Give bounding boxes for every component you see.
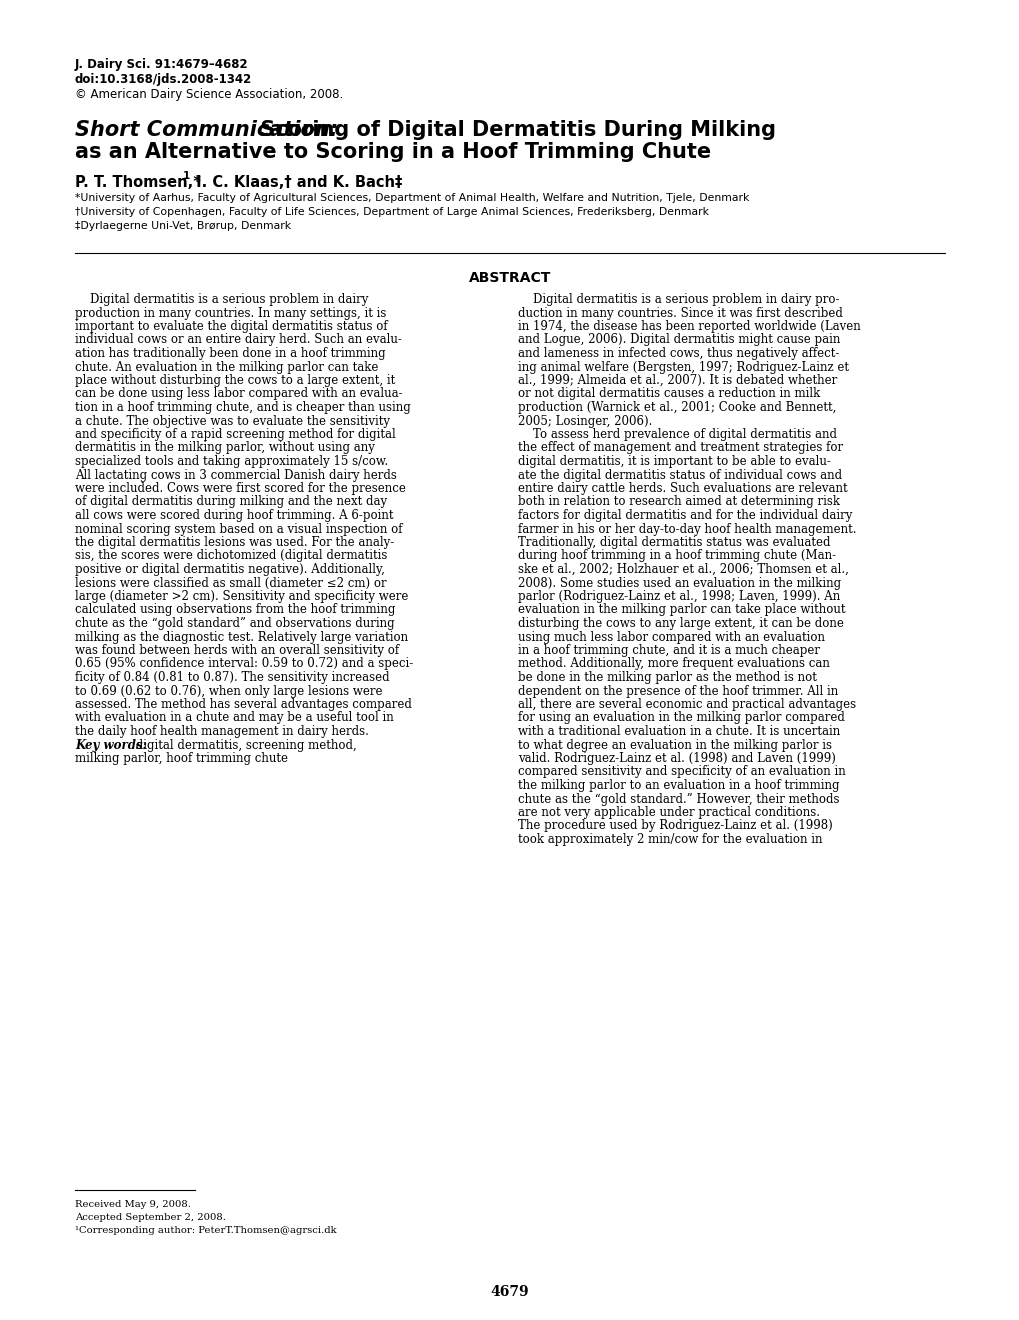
Text: chute as the “gold standard.” However, their methods: chute as the “gold standard.” However, t… xyxy=(518,792,839,805)
Text: be done in the milking parlor as the method is not: be done in the milking parlor as the met… xyxy=(518,671,816,684)
Text: the milking parlor to an evaluation in a hoof trimming: the milking parlor to an evaluation in a… xyxy=(518,779,839,792)
Text: doi:10.3168/jds.2008-1342: doi:10.3168/jds.2008-1342 xyxy=(75,73,252,86)
Text: positive or digital dermatitis negative). Additionally,: positive or digital dermatitis negative)… xyxy=(75,564,384,576)
Text: 1: 1 xyxy=(182,172,191,181)
Text: of digital dermatitis during milking and the next day: of digital dermatitis during milking and… xyxy=(75,495,387,508)
Text: ation has traditionally been done in a hoof trimming: ation has traditionally been done in a h… xyxy=(75,347,385,360)
Text: ficity of 0.84 (0.81 to 0.87). The sensitivity increased: ficity of 0.84 (0.81 to 0.87). The sensi… xyxy=(75,671,389,684)
Text: 2005; Losinger, 2006).: 2005; Losinger, 2006). xyxy=(518,414,652,428)
Text: production in many countries. In many settings, it is: production in many countries. In many se… xyxy=(75,306,386,319)
Text: dermatitis in the milking parlor, without using any: dermatitis in the milking parlor, withou… xyxy=(75,441,375,454)
Text: dependent on the presence of the hoof trimmer. All in: dependent on the presence of the hoof tr… xyxy=(518,685,838,697)
Text: chute as the “gold standard” and observations during: chute as the “gold standard” and observa… xyxy=(75,616,394,630)
Text: chute. An evaluation in the milking parlor can take: chute. An evaluation in the milking parl… xyxy=(75,360,378,374)
Text: Digital dermatitis is a serious problem in dairy pro-: Digital dermatitis is a serious problem … xyxy=(518,293,839,306)
Text: to 0.69 (0.62 to 0.76), when only large lesions were: to 0.69 (0.62 to 0.76), when only large … xyxy=(75,685,382,697)
Text: in 1974, the disease has been reported worldwide (Laven: in 1974, the disease has been reported w… xyxy=(518,319,860,333)
Text: a chute. The objective was to evaluate the sensitivity: a chute. The objective was to evaluate t… xyxy=(75,414,389,428)
Text: The procedure used by Rodriguez-Lainz et al. (1998): The procedure used by Rodriguez-Lainz et… xyxy=(518,820,832,833)
Text: both in relation to research aimed at determining risk: both in relation to research aimed at de… xyxy=(518,495,840,508)
Text: Digital dermatitis is a serious problem in dairy: Digital dermatitis is a serious problem … xyxy=(75,293,368,306)
Text: the effect of management and treatment strategies for: the effect of management and treatment s… xyxy=(518,441,843,454)
Text: using much less labor compared with an evaluation: using much less labor compared with an e… xyxy=(518,631,824,644)
Text: Accepted September 2, 2008.: Accepted September 2, 2008. xyxy=(75,1213,225,1222)
Text: valid. Rodriguez-Lainz et al. (1998) and Laven (1999): valid. Rodriguez-Lainz et al. (1998) and… xyxy=(518,752,835,766)
Text: 4679: 4679 xyxy=(490,1284,529,1299)
Text: ing animal welfare (Bergsten, 1997; Rodriguez-Lainz et: ing animal welfare (Bergsten, 1997; Rodr… xyxy=(518,360,848,374)
Text: the daily hoof health management in dairy herds.: the daily hoof health management in dair… xyxy=(75,725,369,738)
Text: can be done using less labor compared with an evalua-: can be done using less labor compared wi… xyxy=(75,388,403,400)
Text: P. T. Thomsen,*: P. T. Thomsen,* xyxy=(75,176,201,190)
Text: and lameness in infected cows, thus negatively affect-: and lameness in infected cows, thus nega… xyxy=(518,347,839,360)
Text: assessed. The method has several advantages compared: assessed. The method has several advanta… xyxy=(75,698,412,711)
Text: individual cows or an entire dairy herd. Such an evalu-: individual cows or an entire dairy herd.… xyxy=(75,334,401,346)
Text: compared sensitivity and specificity of an evaluation in: compared sensitivity and specificity of … xyxy=(518,766,845,779)
Text: as an Alternative to Scoring in a Hoof Trimming Chute: as an Alternative to Scoring in a Hoof T… xyxy=(75,143,710,162)
Text: tion in a hoof trimming chute, and is cheaper than using: tion in a hoof trimming chute, and is ch… xyxy=(75,401,411,414)
Text: factors for digital dermatitis and for the individual dairy: factors for digital dermatitis and for t… xyxy=(518,510,852,521)
Text: J. Dairy Sci. 91:4679–4682: J. Dairy Sci. 91:4679–4682 xyxy=(75,58,249,71)
Text: Scoring of Digital Dermatitis During Milking: Scoring of Digital Dermatitis During Mil… xyxy=(253,120,775,140)
Text: all, there are several economic and practical advantages: all, there are several economic and prac… xyxy=(518,698,855,711)
Text: †University of Copenhagen, Faculty of Life Sciences, Department of Large Animal : †University of Copenhagen, Faculty of Li… xyxy=(75,207,708,216)
Text: method. Additionally, more frequent evaluations can: method. Additionally, more frequent eval… xyxy=(518,657,829,671)
Text: milking parlor, hoof trimming chute: milking parlor, hoof trimming chute xyxy=(75,752,287,766)
Text: digital dermatitis, screening method,: digital dermatitis, screening method, xyxy=(131,738,357,751)
Text: for using an evaluation in the milking parlor compared: for using an evaluation in the milking p… xyxy=(518,711,844,725)
Text: farmer in his or her day-to-day hoof health management.: farmer in his or her day-to-day hoof hea… xyxy=(518,523,856,536)
Text: duction in many countries. Since it was first described: duction in many countries. Since it was … xyxy=(518,306,842,319)
Text: disturbing the cows to any large extent, it can be done: disturbing the cows to any large extent,… xyxy=(518,616,843,630)
Text: large (diameter >2 cm). Sensitivity and specificity were: large (diameter >2 cm). Sensitivity and … xyxy=(75,590,408,603)
Text: All lactating cows in 3 commercial Danish dairy herds: All lactating cows in 3 commercial Danis… xyxy=(75,469,396,482)
Text: and specificity of a rapid screening method for digital: and specificity of a rapid screening met… xyxy=(75,428,395,441)
Text: ‡Dyrlaegerne Uni-Vet, Brørup, Denmark: ‡Dyrlaegerne Uni-Vet, Brørup, Denmark xyxy=(75,220,290,231)
Text: I. C. Klaas,† and K. Bach‡: I. C. Klaas,† and K. Bach‡ xyxy=(191,176,401,190)
Text: all cows were scored during hoof trimming. A 6-point: all cows were scored during hoof trimmin… xyxy=(75,510,393,521)
Text: ABSTRACT: ABSTRACT xyxy=(469,271,550,285)
Text: Short Communication:: Short Communication: xyxy=(75,120,337,140)
Text: in a hoof trimming chute, and it is a much cheaper: in a hoof trimming chute, and it is a mu… xyxy=(518,644,819,657)
Text: ate the digital dermatitis status of individual cows and: ate the digital dermatitis status of ind… xyxy=(518,469,842,482)
Text: nominal scoring system based on a visual inspection of: nominal scoring system based on a visual… xyxy=(75,523,403,536)
Text: 0.65 (95% confidence interval: 0.59 to 0.72) and a speci-: 0.65 (95% confidence interval: 0.59 to 0… xyxy=(75,657,413,671)
Text: 2008). Some studies used an evaluation in the milking: 2008). Some studies used an evaluation i… xyxy=(518,577,841,590)
Text: important to evaluate the digital dermatitis status of: important to evaluate the digital dermat… xyxy=(75,319,387,333)
Text: parlor (Rodriguez-Lainz et al., 1998; Laven, 1999). An: parlor (Rodriguez-Lainz et al., 1998; La… xyxy=(518,590,840,603)
Text: © American Dairy Science Association, 2008.: © American Dairy Science Association, 20… xyxy=(75,88,343,102)
Text: or not digital dermatitis causes a reduction in milk: or not digital dermatitis causes a reduc… xyxy=(518,388,819,400)
Text: the digital dermatitis lesions was used. For the analy-: the digital dermatitis lesions was used.… xyxy=(75,536,394,549)
Text: evaluation in the milking parlor can take place without: evaluation in the milking parlor can tak… xyxy=(518,603,845,616)
Text: took approximately 2 min/cow for the evaluation in: took approximately 2 min/cow for the eva… xyxy=(518,833,821,846)
Text: lesions were classified as small (diameter ≤2 cm) or: lesions were classified as small (diamet… xyxy=(75,577,386,590)
Text: milking as the diagnostic test. Relatively large variation: milking as the diagnostic test. Relative… xyxy=(75,631,408,644)
Text: Traditionally, digital dermatitis status was evaluated: Traditionally, digital dermatitis status… xyxy=(518,536,829,549)
Text: calculated using observations from the hoof trimming: calculated using observations from the h… xyxy=(75,603,395,616)
Text: ¹Corresponding author: PeterT.Thomsen@agrsci.dk: ¹Corresponding author: PeterT.Thomsen@ag… xyxy=(75,1226,336,1236)
Text: place without disturbing the cows to a large extent, it: place without disturbing the cows to a l… xyxy=(75,374,395,387)
Text: during hoof trimming in a hoof trimming chute (Man-: during hoof trimming in a hoof trimming … xyxy=(518,549,836,562)
Text: sis, the scores were dichotomized (digital dermatitis: sis, the scores were dichotomized (digit… xyxy=(75,549,387,562)
Text: Received May 9, 2008.: Received May 9, 2008. xyxy=(75,1200,191,1209)
Text: was found between herds with an overall sensitivity of: was found between herds with an overall … xyxy=(75,644,398,657)
Text: ske et al., 2002; Holzhauer et al., 2006; Thomsen et al.,: ske et al., 2002; Holzhauer et al., 2006… xyxy=(518,564,848,576)
Text: specialized tools and taking approximately 15 s/cow.: specialized tools and taking approximate… xyxy=(75,455,388,469)
Text: *University of Aarhus, Faculty of Agricultural Sciences, Department of Animal He: *University of Aarhus, Faculty of Agricu… xyxy=(75,193,749,203)
Text: and Logue, 2006). Digital dermatitis might cause pain: and Logue, 2006). Digital dermatitis mig… xyxy=(518,334,840,346)
Text: entire dairy cattle herds. Such evaluations are relevant: entire dairy cattle herds. Such evaluati… xyxy=(518,482,847,495)
Text: with evaluation in a chute and may be a useful tool in: with evaluation in a chute and may be a … xyxy=(75,711,393,725)
Text: Key words:: Key words: xyxy=(75,738,147,751)
Text: To assess herd prevalence of digital dermatitis and: To assess herd prevalence of digital der… xyxy=(518,428,837,441)
Text: al., 1999; Almeida et al., 2007). It is debated whether: al., 1999; Almeida et al., 2007). It is … xyxy=(518,374,837,387)
Text: are not very applicable under practical conditions.: are not very applicable under practical … xyxy=(518,807,819,818)
Text: digital dermatitis, it is important to be able to evalu-: digital dermatitis, it is important to b… xyxy=(518,455,830,469)
Text: production (Warnick et al., 2001; Cooke and Bennett,: production (Warnick et al., 2001; Cooke … xyxy=(518,401,836,414)
Text: were included. Cows were first scored for the presence: were included. Cows were first scored fo… xyxy=(75,482,406,495)
Text: to what degree an evaluation in the milking parlor is: to what degree an evaluation in the milk… xyxy=(518,738,832,751)
Text: with a traditional evaluation in a chute. It is uncertain: with a traditional evaluation in a chute… xyxy=(518,725,840,738)
